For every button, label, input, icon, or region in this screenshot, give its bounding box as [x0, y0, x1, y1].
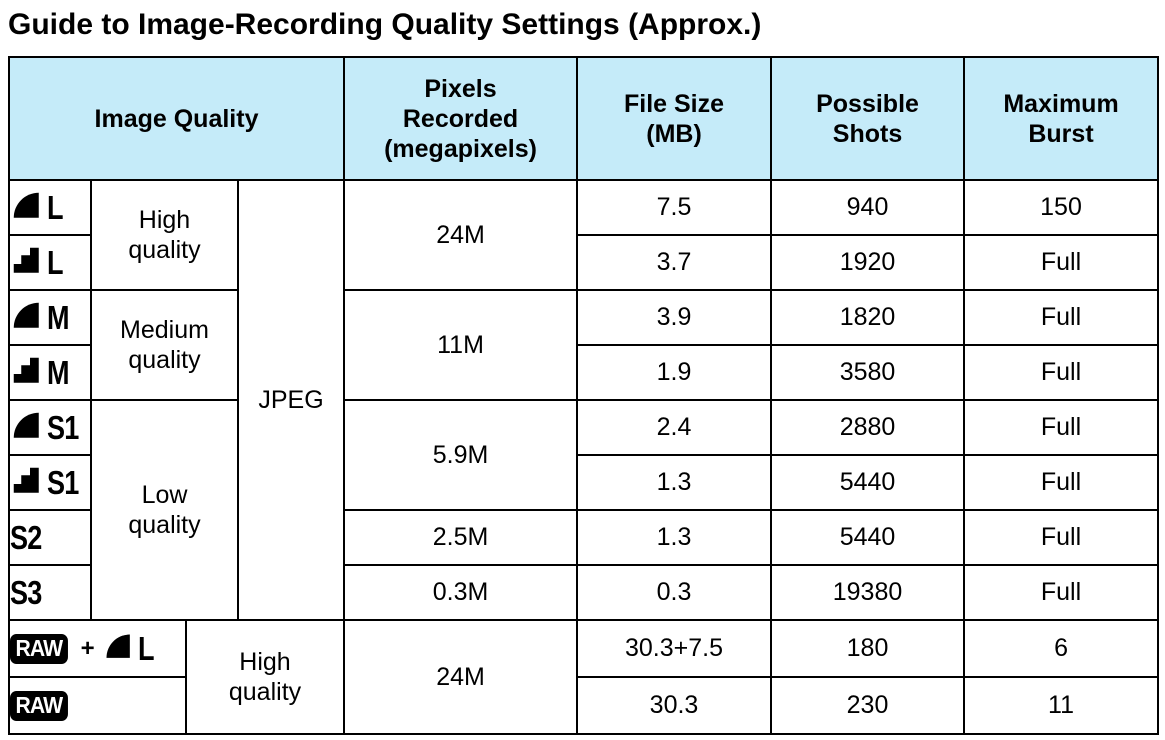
fine-quality-icon	[103, 631, 131, 666]
cell-maximum-burst: 11	[963, 676, 1160, 735]
cell-quality-normal-M: M	[8, 344, 92, 401]
quality-size-label: M	[47, 354, 70, 391]
cell-file-size: 30.3	[576, 676, 773, 735]
cell-pixels-25m: 2.5M	[343, 509, 579, 566]
fine-quality-icon	[11, 409, 40, 446]
cell-pixels-59m: 5.9M	[343, 399, 579, 511]
cell-possible-shots: 1920	[770, 234, 966, 291]
table-row: M 1.9 3580 Full	[8, 344, 1160, 401]
quality-size-label: S3	[10, 574, 42, 611]
table-row: RAW + L High quality 24M 30.3+7.5 180 6	[8, 619, 1160, 735]
cell-possible-shots: 19380	[770, 564, 966, 621]
table-row: L 3.7 1920 Full	[8, 234, 1160, 291]
table-row: S1 1.3 5440 Full	[8, 454, 1160, 511]
cell-pixels-11m: 11M	[343, 289, 579, 401]
plus-sign: +	[80, 634, 95, 662]
cell-file-size: 3.9	[576, 289, 773, 346]
cell-file-size: 2.4	[576, 399, 773, 456]
cell-possible-shots: 5440	[770, 454, 966, 511]
quality-size-label: S1	[47, 464, 79, 501]
cell-maximum-burst: Full	[963, 564, 1160, 621]
header-file-size: File Size (MB)	[576, 56, 773, 181]
cell-possible-shots: 1820	[770, 289, 966, 346]
header-possible-shots: Possible Shots	[770, 56, 966, 181]
cell-maximum-burst: Full	[963, 509, 1160, 566]
cell-maximum-burst: Full	[963, 399, 1160, 456]
cell-quality-fine-S1: S1	[8, 399, 92, 456]
cell-quality-fine-L: L	[8, 179, 92, 236]
cell-file-size: 1.3	[576, 454, 773, 511]
header-maximum-burst: Maximum Burst	[963, 56, 1160, 181]
cell-quality-raw-plus-fine-L: RAW + L	[8, 619, 187, 678]
quality-size-label: S1	[47, 409, 79, 446]
normal-quality-icon	[11, 244, 40, 281]
table-header-row: Image Quality Pixels Recorded (megapixel…	[7, 56, 1160, 181]
table-row: S2 2.5M 1.3 5440 Full	[8, 509, 1160, 566]
cell-file-size: 7.5	[576, 179, 773, 236]
raw-badge-icon: RAW	[11, 690, 68, 721]
cell-file-size: 3.7	[576, 234, 773, 291]
cell-pixels-03m: 0.3M	[343, 564, 579, 621]
header-image-quality: Image Quality	[7, 56, 346, 181]
cell-possible-shots: 5440	[770, 509, 966, 566]
cell-group-high-quality: High quality	[90, 179, 239, 291]
table-row: S3 0.3M 0.3 19380 Full	[8, 564, 1160, 621]
cell-file-size: 0.3	[576, 564, 773, 621]
cell-quality-fine-M: M	[8, 289, 92, 346]
raw-badge-icon: RAW	[11, 633, 68, 664]
cell-file-size: 1.3	[576, 509, 773, 566]
quality-size-label: M	[47, 299, 70, 336]
cell-possible-shots: 180	[770, 619, 966, 678]
fine-quality-icon	[11, 189, 40, 226]
cell-possible-shots: 940	[770, 179, 966, 236]
table-row: L High quality JPEG 24M 7.5 940 150	[8, 179, 1160, 621]
page-title: Guide to Image-Recording Quality Setting…	[8, 8, 762, 41]
table-row: RAW 30.3 230 11	[8, 676, 1160, 735]
cell-group-low-quality: Low quality	[90, 399, 239, 621]
quality-size-label: L	[47, 189, 64, 226]
cell-possible-shots: 3580	[770, 344, 966, 401]
cell-quality-normal-L: L	[8, 234, 92, 291]
cell-file-size: 30.3+7.5	[576, 619, 773, 678]
quality-size-label: L	[47, 244, 64, 281]
quality-size-label: L	[137, 630, 155, 667]
cell-maximum-burst: Full	[963, 344, 1160, 401]
cell-quality-S3: S3	[8, 564, 92, 621]
image-quality-table: Image Quality Pixels Recorded (megapixel…	[7, 56, 1160, 735]
cell-pixels-raw-24m: 24M	[343, 619, 579, 735]
cell-group-raw-high-quality: High quality	[184, 619, 346, 735]
cell-quality-normal-S1: S1	[8, 454, 92, 511]
normal-quality-icon	[11, 464, 40, 501]
cell-maximum-burst: 150	[963, 179, 1160, 236]
table-row: M Medium quality 11M 3.9 1820 Full	[8, 289, 1160, 401]
fine-quality-icon	[11, 299, 40, 336]
cell-pixels-24m: 24M	[343, 179, 579, 291]
cell-possible-shots: 2880	[770, 399, 966, 456]
cell-maximum-burst: Full	[963, 289, 1160, 346]
cell-possible-shots: 230	[770, 676, 966, 735]
cell-maximum-burst: Full	[963, 454, 1160, 511]
quality-size-label: S2	[10, 519, 42, 556]
cell-format-jpeg: JPEG	[236, 179, 346, 621]
header-pixels-recorded: Pixels Recorded (megapixels)	[343, 56, 579, 181]
normal-quality-icon	[11, 354, 40, 391]
cell-file-size: 1.9	[576, 344, 773, 401]
table-row: S1 Low quality 5.9M 2.4 2880 Full	[8, 399, 1160, 621]
cell-maximum-burst: Full	[963, 234, 1160, 291]
cell-group-medium-quality: Medium quality	[90, 289, 239, 401]
cell-quality-S2: S2	[8, 509, 92, 566]
cell-quality-raw: RAW	[8, 676, 187, 735]
cell-maximum-burst: 6	[963, 619, 1160, 678]
